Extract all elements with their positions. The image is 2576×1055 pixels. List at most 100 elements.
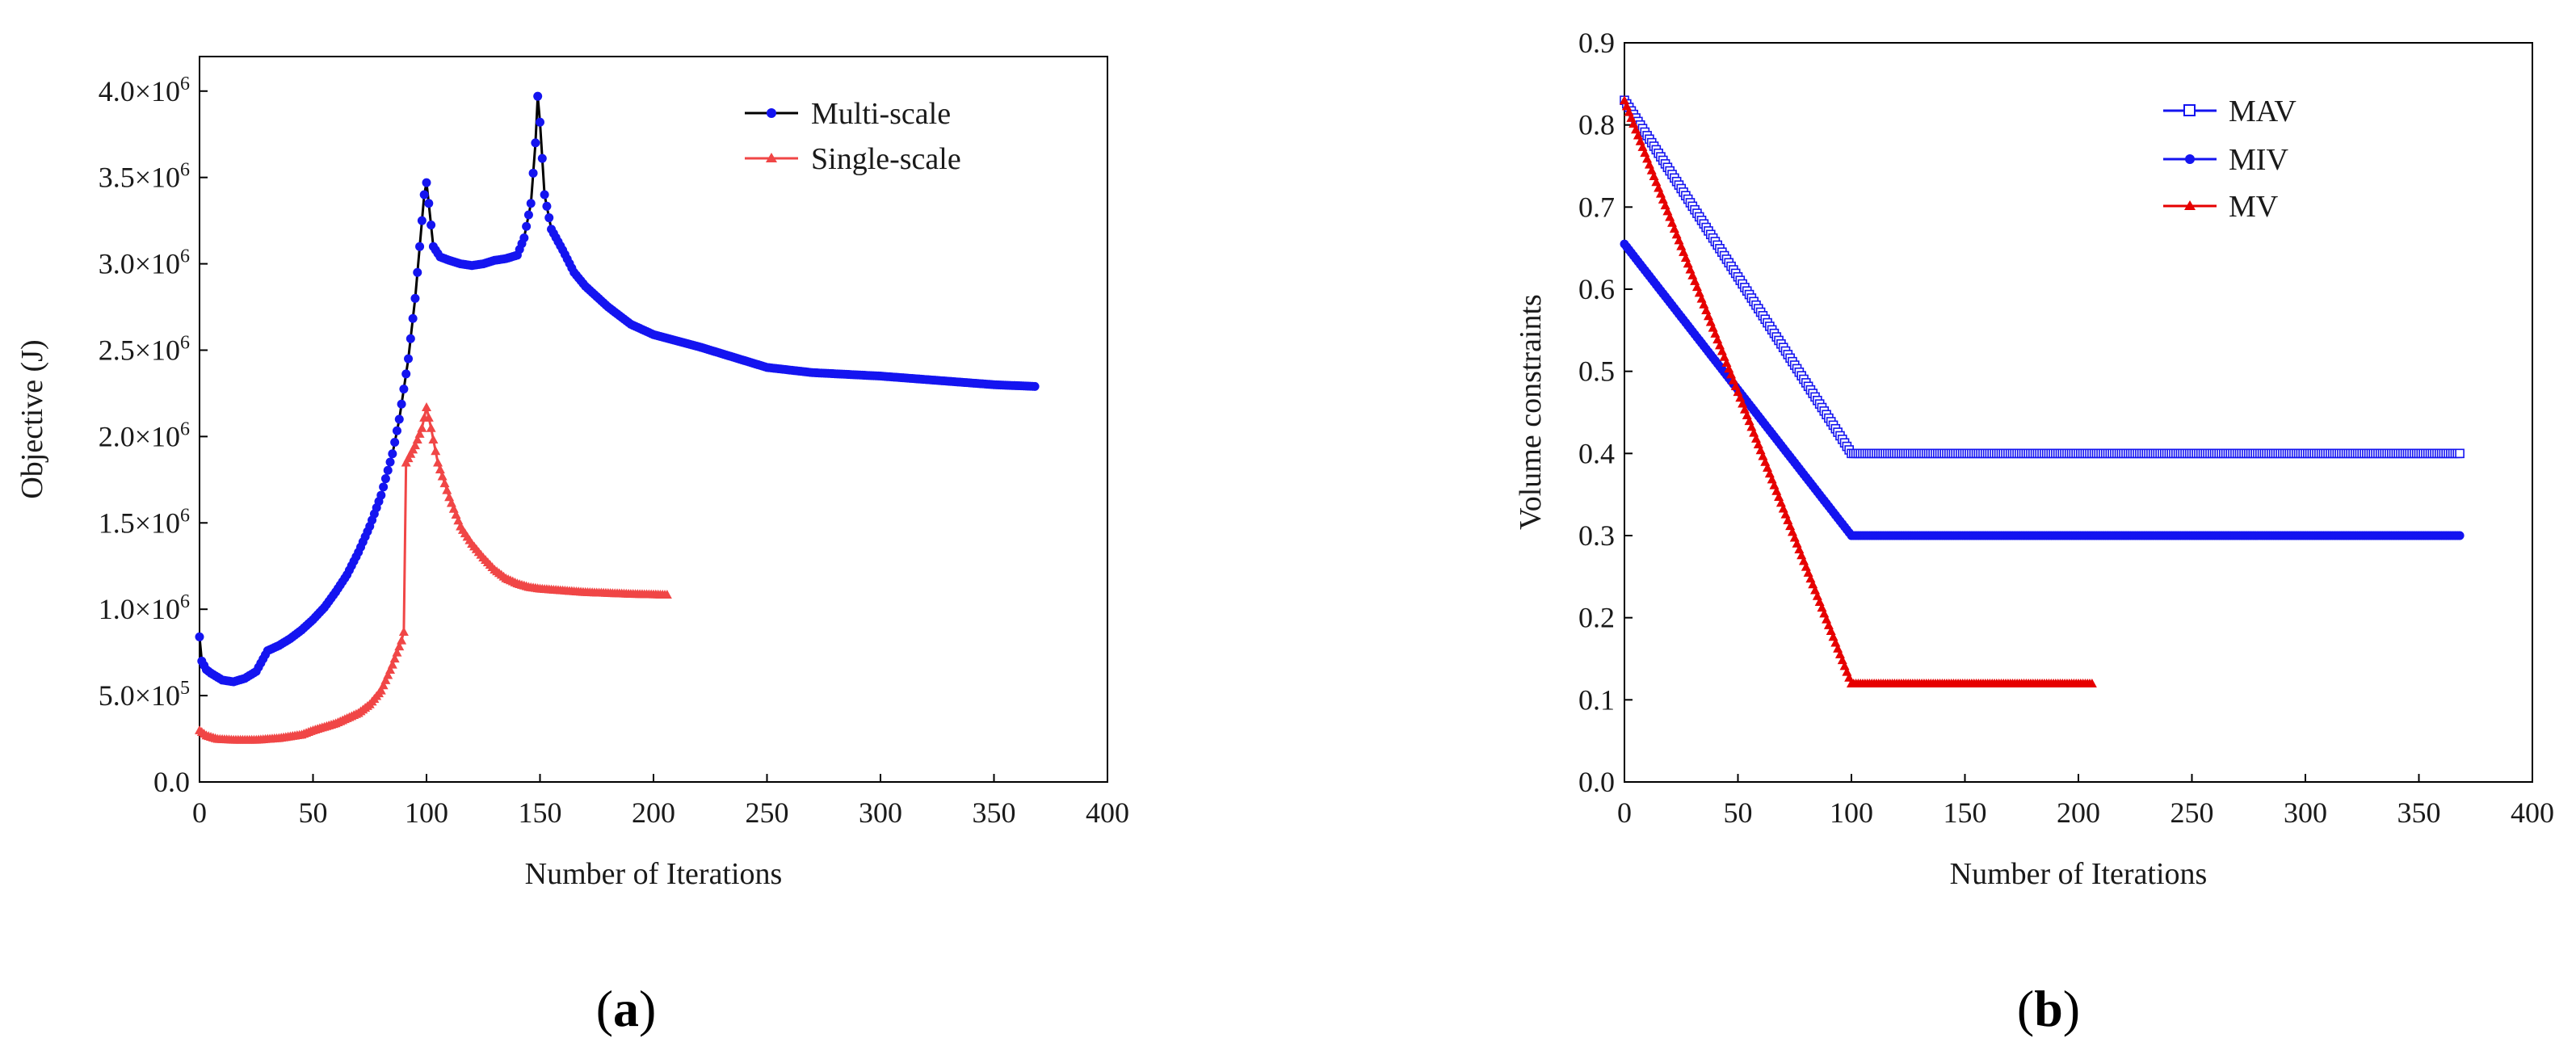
y-tick-label: 0.3 bbox=[1578, 519, 1615, 552]
data-point-multi-scale bbox=[376, 490, 386, 500]
y-axis-ticks-b: 0.0 0.1 0.2 0.3 0.4 0.5 0.6 0.7 0.8 0.9 bbox=[1578, 27, 1633, 798]
y-tick-label: 1.0×106 bbox=[99, 591, 190, 625]
data-point-multi-scale bbox=[415, 242, 425, 251]
series-markers-mav bbox=[1620, 95, 2465, 459]
legend-marker-mv bbox=[2184, 200, 2196, 210]
legend-a: Multi-scale Single-scale bbox=[745, 97, 961, 176]
y-tick-label: 2.5×106 bbox=[99, 332, 190, 366]
data-point-multi-scale bbox=[392, 426, 401, 435]
y-tick-label: 2.0×106 bbox=[99, 418, 190, 452]
x-axis-label-a: Number of Iterations bbox=[525, 857, 783, 891]
data-point-multi-scale bbox=[390, 438, 400, 448]
panel-label-b-letter: b bbox=[2034, 980, 2063, 1037]
data-point-multi-scale bbox=[383, 465, 393, 475]
x-tick-label: 400 bbox=[1086, 797, 1129, 829]
data-point-single-scale bbox=[385, 665, 396, 675]
y-axis-label-b: Volume constraints bbox=[1514, 294, 1548, 530]
data-point-single-scale bbox=[414, 428, 425, 438]
y-axis-ticks-a: 0.0 5.0×105 1.0×106 1.5×106 2.0×106 2.5×106 3.… bbox=[99, 74, 208, 798]
x-tick-label: 150 bbox=[519, 797, 562, 829]
data-point-multi-scale bbox=[388, 449, 397, 459]
y-tick-label: 0.4 bbox=[1578, 437, 1615, 469]
y-tick-label: 0.5 bbox=[1578, 355, 1615, 388]
series-markers-multi-scale bbox=[195, 91, 1040, 687]
data-point-mv bbox=[2086, 679, 2097, 687]
data-point-single-scale bbox=[387, 659, 397, 669]
y-tick-label: 0.8 bbox=[1578, 109, 1615, 141]
legend-label-mav: MAV bbox=[2229, 95, 2297, 128]
data-point-multi-scale bbox=[536, 117, 544, 127]
x-tick-label: 50 bbox=[299, 797, 328, 829]
data-point-multi-scale bbox=[417, 216, 427, 225]
data-point-mav bbox=[2455, 448, 2465, 459]
legend-marker-miv bbox=[2185, 154, 2195, 164]
data-point-multi-scale bbox=[519, 233, 529, 242]
data-point-multi-scale bbox=[410, 293, 420, 303]
x-axis-ticks-b: 0 50 100 150 200 250 300 350 400 bbox=[1617, 774, 2554, 829]
x-tick-label: 400 bbox=[2511, 797, 2554, 829]
data-point-single-scale bbox=[394, 641, 405, 651]
y-tick-label: 0.7 bbox=[1578, 191, 1615, 223]
x-tick-label: 0 bbox=[1617, 797, 1632, 829]
y-tick-label: 4.0×106 bbox=[99, 74, 190, 107]
data-point-multi-scale bbox=[424, 199, 434, 208]
series-line-mv bbox=[1623, 99, 2092, 685]
data-point-single-scale bbox=[412, 434, 422, 443]
data-point-multi-scale bbox=[397, 399, 406, 409]
data-point-single-scale bbox=[431, 446, 441, 456]
data-point-multi-scale bbox=[195, 632, 204, 641]
legend-b: MAV MIV MV bbox=[2163, 95, 2297, 224]
data-point-multi-scale bbox=[422, 178, 431, 187]
x-tick-label: 350 bbox=[973, 797, 1016, 829]
x-axis-label-b: Number of Iterations bbox=[1950, 857, 2208, 891]
data-point-single-scale bbox=[422, 402, 431, 412]
x-tick-label: 200 bbox=[632, 797, 675, 829]
data-point-multi-scale bbox=[531, 138, 540, 148]
legend-marker-multi-scale bbox=[767, 108, 776, 118]
data-point-single-scale bbox=[435, 464, 445, 474]
legend-marker-single-scale bbox=[766, 153, 777, 162]
x-tick-label: 0 bbox=[192, 797, 207, 829]
x-tick-label: 250 bbox=[2170, 797, 2214, 829]
data-point-multi-scale bbox=[427, 220, 436, 229]
legend-label-multi-scale: Multi-scale bbox=[811, 97, 951, 131]
series-markers-miv bbox=[1620, 239, 2465, 540]
data-point-multi-scale bbox=[380, 474, 390, 484]
data-point-single-scale bbox=[437, 471, 448, 481]
y-tick-label: 3.0×106 bbox=[99, 246, 190, 280]
x-tick-label: 100 bbox=[405, 797, 448, 829]
chart-panel-a: 0 50 100 150 200 250 300 350 400 0.0 5.0×105 1.0×1… bbox=[15, 56, 1129, 1037]
data-point-multi-scale bbox=[419, 190, 429, 200]
legend-label-single-scale: Single-scale bbox=[811, 142, 961, 176]
data-point-multi-scale bbox=[533, 91, 543, 101]
data-point-multi-scale bbox=[537, 153, 547, 163]
x-tick-label: 200 bbox=[2057, 797, 2100, 829]
data-point-multi-scale bbox=[404, 354, 414, 364]
x-tick-label: 300 bbox=[2284, 797, 2327, 829]
y-tick-label: 5.0×105 bbox=[99, 678, 190, 712]
series-markers-single-scale bbox=[195, 402, 672, 744]
x-tick-label: 250 bbox=[746, 797, 789, 829]
data-point-single-scale bbox=[410, 440, 420, 450]
legend-marker-mav bbox=[2183, 104, 2196, 116]
data-point-single-scale bbox=[439, 478, 450, 488]
data-point-single-scale bbox=[662, 590, 672, 599]
y-tick-label: 3.5×106 bbox=[99, 160, 190, 194]
panel-label-a: (a) bbox=[596, 980, 657, 1037]
data-point-multi-scale bbox=[399, 385, 409, 394]
data-point-single-scale bbox=[380, 675, 391, 684]
series-group-b bbox=[1620, 95, 2465, 687]
data-point-multi-scale bbox=[528, 168, 538, 178]
y-tick-label: 0.2 bbox=[1578, 602, 1615, 634]
y-tick-label: 1.5×106 bbox=[99, 505, 190, 539]
data-point-single-scale bbox=[376, 685, 386, 695]
data-point-multi-scale bbox=[540, 190, 549, 200]
y-axis-label-a: Objective (J) bbox=[15, 339, 49, 498]
data-point-single-scale bbox=[392, 647, 402, 657]
y-tick-label: 0.0 bbox=[1578, 766, 1615, 798]
data-point-multi-scale bbox=[385, 457, 395, 467]
data-point-multi-scale bbox=[522, 221, 532, 231]
series-markers-mv bbox=[1620, 95, 2097, 687]
data-point-multi-scale bbox=[408, 313, 418, 323]
